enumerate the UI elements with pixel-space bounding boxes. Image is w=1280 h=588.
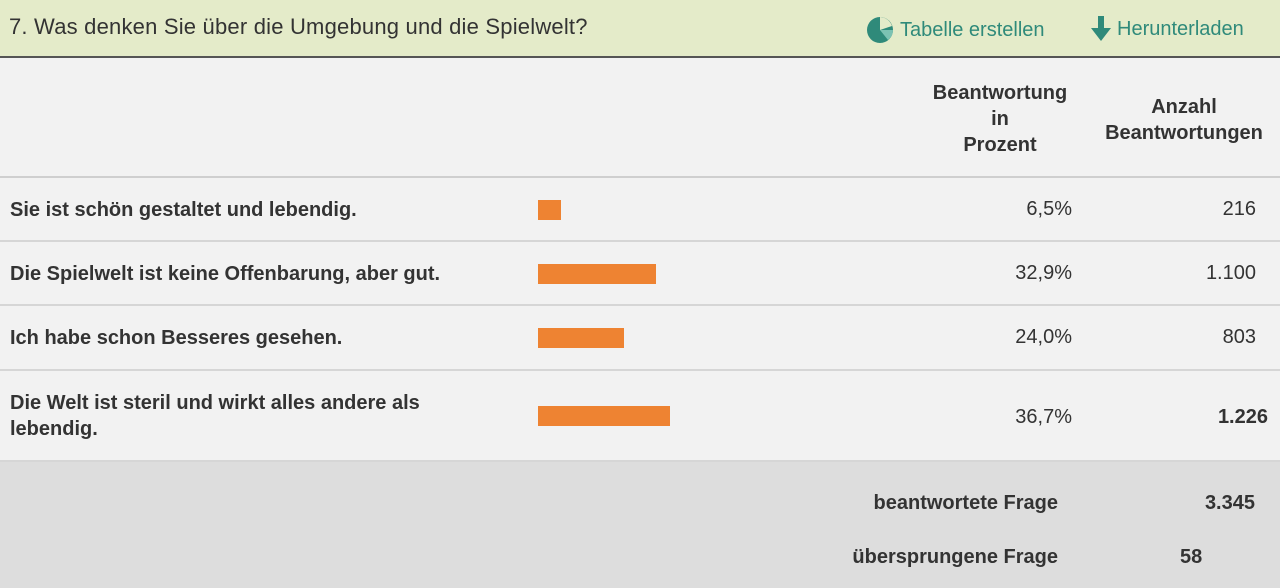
answer-label: Die Spielwelt ist keine Offenbarung, abe…: [10, 263, 441, 285]
table-row: Die Welt ist steril und wirkt alles ande…: [0, 371, 1280, 462]
count-value: 216: [1222, 198, 1256, 220]
count-value: 803: [1222, 326, 1256, 348]
answered-question-label: beantwortete Frage: [873, 492, 1058, 514]
percent-bar: [538, 406, 670, 426]
percent-bar: [538, 328, 624, 348]
percent-bar: [538, 200, 561, 220]
question-title: 7. Was denken Sie über die Umgebung und …: [9, 14, 588, 39]
table-row: Ich habe schon Besseres gesehen. 24,0% 8…: [0, 306, 1280, 371]
download-label: Herunterladen: [1117, 17, 1244, 40]
skipped-question-value: 58: [1180, 546, 1203, 568]
create-table-label: Tabelle erstellen: [900, 18, 1045, 41]
percent-value: 32,9%: [1015, 262, 1072, 284]
percent-value: 6,5%: [1026, 198, 1072, 220]
count-value: 1.100: [1205, 262, 1256, 284]
answered-question-value: 3.345: [1204, 492, 1255, 514]
summary-footer: beantwortete Frage 3.345 übersprungene F…: [0, 462, 1280, 588]
create-table-link[interactable]: Tabelle erstellen: [866, 16, 1045, 44]
question-header: 7. Was denken Sie über die Umgebung und …: [0, 0, 1280, 58]
percent-column-header: Beantwortung in Prozent: [932, 82, 1068, 156]
column-header-row: Beantwortung in Prozent Anzahl Beantwort…: [0, 58, 1280, 178]
skipped-question-label: übersprungene Frage: [852, 546, 1058, 568]
download-link[interactable]: Herunterladen: [1091, 16, 1244, 42]
download-arrow-icon: [1091, 16, 1111, 42]
table-row: Sie ist schön gestaltet und lebendig. 6,…: [0, 178, 1280, 242]
table-row: Die Spielwelt ist keine Offenbarung, abe…: [0, 242, 1280, 306]
count-column-header: Anzahl Beantwortungen: [1105, 96, 1263, 144]
percent-value: 36,7%: [1015, 406, 1072, 428]
answer-label: Ich habe schon Besseres gesehen.: [10, 327, 343, 349]
percent-bar: [538, 264, 656, 284]
answer-label: Die Welt ist steril und wirkt alles ande…: [10, 392, 420, 440]
count-value: 1.226: [1217, 406, 1268, 428]
percent-value: 24,0%: [1015, 326, 1072, 348]
answer-label: Sie ist schön gestaltet und lebendig.: [10, 199, 357, 221]
pie-chart-icon: [866, 16, 894, 44]
